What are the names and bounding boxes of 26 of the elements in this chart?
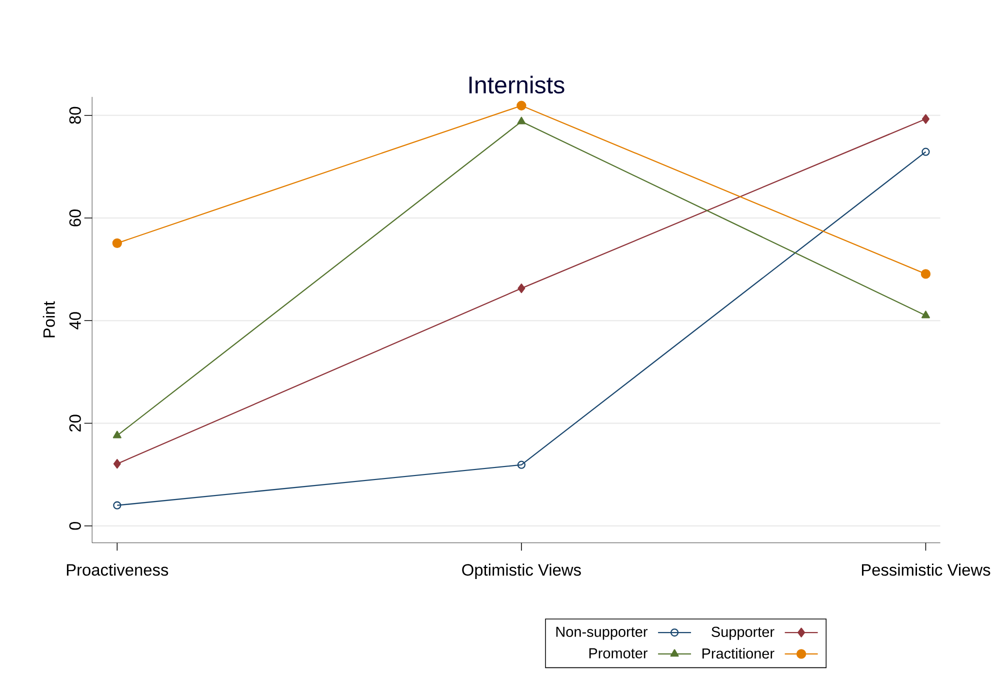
point xyxy=(921,310,930,318)
x-tick-label: Proactiveness xyxy=(66,564,168,576)
point xyxy=(517,460,526,469)
legend-label: Non-supporter xyxy=(556,626,648,640)
point xyxy=(112,238,122,248)
x-tick-label: Optimistic Views xyxy=(462,564,581,579)
y-tick-label: 40 xyxy=(69,312,81,330)
point xyxy=(518,283,526,294)
legend-label: Promoter xyxy=(589,648,648,658)
y-tick-label: 0 xyxy=(69,522,81,530)
y-tick-label: 60 xyxy=(69,210,81,226)
point xyxy=(113,501,122,510)
x-tick-label: Pessimistic Views xyxy=(862,564,990,576)
point xyxy=(113,458,121,469)
y-tick-label: 20 xyxy=(69,414,81,432)
y-axis-title: Point xyxy=(42,301,55,338)
point xyxy=(922,114,930,124)
legend-label: Practitioner xyxy=(702,648,774,659)
point xyxy=(112,430,122,438)
point xyxy=(516,100,526,110)
point xyxy=(517,116,526,124)
legend-label: Supporter xyxy=(712,626,774,640)
point xyxy=(922,148,930,156)
y-tick-label: 80 xyxy=(69,106,81,124)
chart-title: Internists xyxy=(469,76,564,94)
point xyxy=(920,269,931,279)
